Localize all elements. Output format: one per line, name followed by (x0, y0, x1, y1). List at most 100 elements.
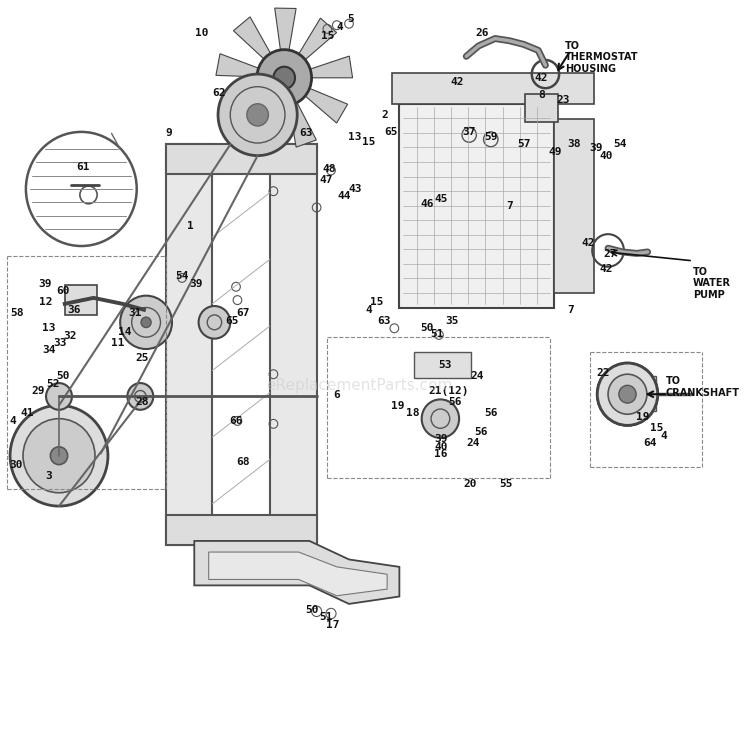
Text: 28: 28 (136, 397, 149, 408)
Polygon shape (292, 18, 337, 68)
Text: 67: 67 (236, 308, 250, 319)
Circle shape (422, 399, 459, 438)
Text: 4: 4 (336, 22, 343, 33)
Text: 20: 20 (464, 479, 477, 489)
Text: TO
WATER
PUMP: TO WATER PUMP (693, 267, 731, 300)
Bar (166, 515, 316, 545)
Text: 7: 7 (567, 305, 574, 315)
Text: 66: 66 (230, 416, 243, 426)
Text: 55: 55 (499, 479, 512, 489)
Text: 3: 3 (46, 471, 53, 482)
Bar (166, 144, 212, 545)
Text: 57: 57 (517, 139, 530, 150)
Circle shape (247, 104, 268, 126)
Text: 52: 52 (46, 379, 59, 389)
Polygon shape (216, 54, 271, 77)
Text: 50: 50 (420, 323, 434, 333)
Text: 17: 17 (326, 619, 340, 630)
Circle shape (608, 374, 647, 414)
Circle shape (199, 306, 230, 339)
Circle shape (10, 405, 108, 506)
Text: 54: 54 (176, 271, 189, 282)
Text: 21(12): 21(12) (428, 386, 469, 396)
Text: 26: 26 (476, 28, 489, 39)
Text: 13: 13 (42, 323, 56, 333)
Text: 43: 43 (348, 184, 361, 194)
Text: 50: 50 (304, 605, 318, 615)
Bar (270, 144, 316, 545)
Circle shape (619, 385, 636, 403)
Circle shape (597, 363, 658, 425)
Text: 59: 59 (484, 132, 497, 142)
Circle shape (128, 383, 153, 410)
Text: 34: 34 (42, 345, 56, 356)
Polygon shape (233, 17, 277, 68)
Text: 68: 68 (236, 456, 250, 467)
Text: TO
CRANKSHAFT: TO CRANKSHAFT (665, 376, 740, 398)
Circle shape (50, 447, 68, 465)
Text: 39: 39 (589, 143, 602, 153)
Text: 58: 58 (10, 308, 23, 319)
Text: 51: 51 (430, 329, 444, 339)
Polygon shape (209, 552, 387, 596)
Bar (399, 104, 554, 308)
Polygon shape (286, 91, 316, 147)
Text: 5: 5 (347, 13, 354, 24)
Polygon shape (298, 56, 352, 78)
Text: 7: 7 (506, 201, 513, 211)
Text: 31: 31 (128, 308, 142, 319)
Text: 64: 64 (643, 438, 656, 448)
Text: 29: 29 (32, 386, 45, 396)
Text: 1: 1 (188, 221, 194, 231)
Text: 36: 36 (68, 305, 81, 315)
Text: 63: 63 (299, 128, 313, 139)
Text: 42: 42 (600, 264, 613, 274)
Text: 46: 46 (420, 199, 434, 209)
Text: 9: 9 (166, 128, 172, 139)
Text: eReplacementParts.com: eReplacementParts.com (266, 378, 453, 393)
Circle shape (141, 317, 151, 328)
Text: 11: 11 (110, 338, 124, 348)
Text: 38: 38 (568, 139, 581, 150)
Polygon shape (64, 285, 98, 315)
Text: 15: 15 (370, 297, 383, 308)
Text: 18: 18 (406, 408, 419, 419)
Polygon shape (274, 8, 296, 63)
Text: 42: 42 (582, 238, 596, 248)
Text: 25: 25 (136, 353, 149, 363)
Circle shape (218, 74, 297, 156)
Text: 35: 35 (446, 316, 459, 326)
Text: 14: 14 (118, 327, 131, 337)
Text: 65: 65 (384, 127, 398, 137)
Circle shape (120, 296, 172, 349)
Text: 19: 19 (636, 412, 650, 422)
Text: 22: 22 (596, 368, 610, 378)
Bar (525, 94, 558, 122)
Text: 41: 41 (20, 408, 34, 419)
Text: 61: 61 (76, 162, 89, 172)
Polygon shape (296, 83, 347, 123)
Polygon shape (250, 90, 281, 147)
Text: 16: 16 (434, 449, 448, 459)
Text: 15: 15 (650, 423, 664, 433)
Polygon shape (610, 376, 656, 411)
Text: 39: 39 (38, 279, 52, 289)
Text: 12: 12 (38, 297, 52, 308)
Text: 49: 49 (549, 147, 562, 157)
Polygon shape (220, 83, 273, 121)
Text: TO
THERMOSTAT
HOUSING: TO THERMOSTAT HOUSING (565, 41, 638, 74)
Text: 62: 62 (213, 87, 226, 98)
Polygon shape (414, 352, 471, 378)
Circle shape (257, 50, 311, 106)
Circle shape (274, 67, 295, 89)
Polygon shape (194, 541, 399, 604)
Text: 30: 30 (10, 460, 23, 471)
Text: 4: 4 (10, 416, 16, 426)
Text: 48: 48 (322, 164, 336, 174)
Bar (554, 119, 594, 293)
Bar (392, 73, 594, 104)
Text: 23: 23 (556, 95, 569, 105)
Text: 10: 10 (195, 28, 208, 39)
Circle shape (608, 374, 647, 414)
Text: 15: 15 (321, 30, 334, 41)
